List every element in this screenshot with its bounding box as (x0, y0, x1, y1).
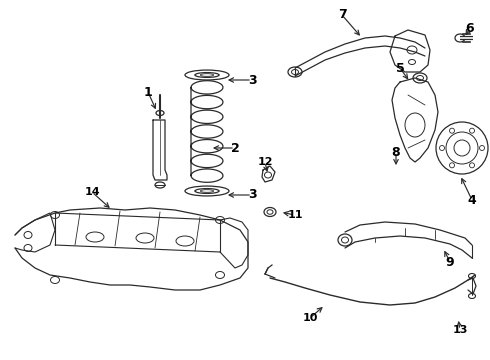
Text: 5: 5 (395, 62, 404, 75)
Text: 13: 13 (452, 325, 467, 335)
Text: 8: 8 (392, 145, 400, 158)
Text: 7: 7 (338, 9, 346, 22)
Text: 11: 11 (287, 210, 303, 220)
Text: 14: 14 (84, 187, 100, 197)
Text: 9: 9 (446, 256, 454, 269)
Text: 10: 10 (302, 313, 318, 323)
Text: 12: 12 (257, 157, 273, 167)
Text: 2: 2 (231, 141, 240, 154)
Text: 4: 4 (467, 194, 476, 207)
Text: 6: 6 (466, 22, 474, 35)
Text: 3: 3 (247, 189, 256, 202)
Text: 3: 3 (247, 73, 256, 86)
Text: 1: 1 (144, 85, 152, 99)
